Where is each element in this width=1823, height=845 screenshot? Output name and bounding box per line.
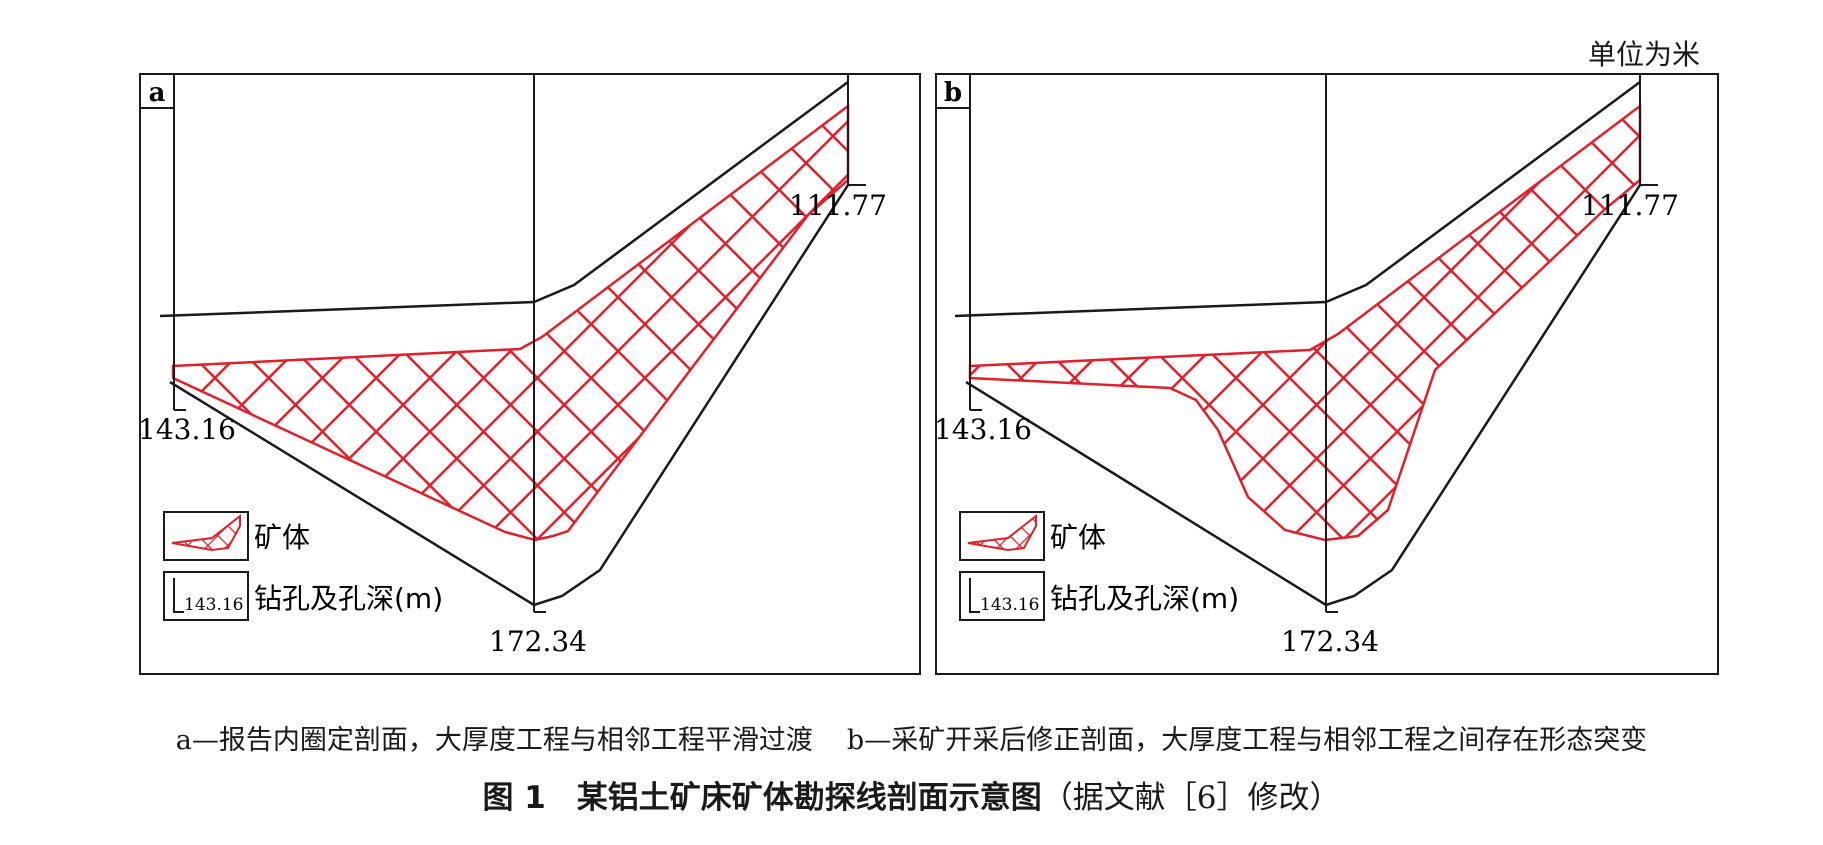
panel-b-tag: b xyxy=(944,78,962,108)
top-surface-line-a xyxy=(159,80,849,318)
legend-ore-label-b: 矿体 xyxy=(1050,521,1106,554)
figure-caption-reference: （据文献［6］修改） xyxy=(1041,780,1341,816)
ore-body-a xyxy=(171,103,850,542)
drillhole-symbol-icon xyxy=(969,578,980,613)
panel-a: a 143.16 172.34 111.77 矿体 143.16 钻孔及孔深(m… xyxy=(138,73,921,675)
top-surface-line-b xyxy=(954,80,1641,318)
drillhole-symbol-icon xyxy=(173,578,184,613)
figure-canvas: a 143.16 172.34 111.77 矿体 143.16 钻孔及孔深(m… xyxy=(138,73,1719,675)
figure-caption-title: 图 1 某铝土矿床矿体勘探线剖面示意图 xyxy=(482,780,1042,816)
legend-ore-label-a: 矿体 xyxy=(254,521,310,554)
depth-label-top-a: 111.77 xyxy=(789,189,887,222)
legend-drill-label-b: 钻孔及孔深(m) xyxy=(1050,582,1239,615)
panel-a-tag: a xyxy=(149,78,166,108)
floor-line-a xyxy=(169,184,850,607)
unit-note: 单位为米 xyxy=(1588,38,1701,71)
legend-a: 矿体 143.16 钻孔及孔深(m) xyxy=(163,511,443,621)
panel-b-tag-box xyxy=(935,73,971,109)
ore-symbol-icon xyxy=(967,513,1037,552)
legend-drill-value-b: 143.16 xyxy=(980,595,1039,615)
legend-drill-label-a: 钻孔及孔深(m) xyxy=(254,582,443,615)
legend-b: 矿体 143.16 钻孔及孔深(m) xyxy=(959,511,1239,621)
depth-label-top-b: 111.77 xyxy=(1581,189,1679,222)
depth-label-bottom-b: 172.34 xyxy=(1281,625,1379,658)
ore-body-b xyxy=(968,103,1642,542)
subcaption-a: a—报告内圈定剖面，大厚度工程与相邻工程平滑过渡 xyxy=(175,725,813,756)
subcaption: a—报告内圈定剖面，大厚度工程与相邻工程平滑过渡 b—采矿开采后修正剖面，大厚度工… xyxy=(0,718,1823,757)
panel-a-tag-box xyxy=(139,73,175,109)
ore-symbol-icon xyxy=(171,513,241,552)
figure-caption: 图 1 某铝土矿床矿体勘探线剖面示意图（据文献［6］修改） xyxy=(0,772,1823,817)
depth-label-left-b: 143.16 xyxy=(934,413,1032,446)
panel-a-frame xyxy=(139,73,921,675)
floor-line-b xyxy=(965,184,1642,607)
depth-label-left-a: 143.16 xyxy=(138,413,236,446)
subcaption-b: b—采矿开采后修正剖面，大厚度工程与相邻工程之间存在形态突变 xyxy=(846,725,1648,756)
panel-b: b 143.16 172.34 111.77 矿体 143.16 钻孔及孔深(m… xyxy=(934,73,1719,675)
legend-drill-value-a: 143.16 xyxy=(184,595,243,615)
depth-label-bottom-a: 172.34 xyxy=(489,625,587,658)
